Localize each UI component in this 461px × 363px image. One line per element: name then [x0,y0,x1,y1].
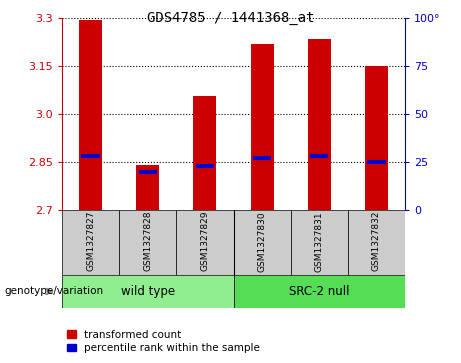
Text: GDS4785 / 1441368_at: GDS4785 / 1441368_at [147,11,314,25]
FancyBboxPatch shape [234,275,405,308]
Bar [308,39,331,210]
Bar [136,165,159,210]
Text: GSM1327831: GSM1327831 [315,211,324,272]
Text: GSM1327832: GSM1327832 [372,211,381,272]
FancyBboxPatch shape [348,210,405,275]
FancyBboxPatch shape [119,210,177,275]
Text: genotype/variation: genotype/variation [5,286,104,297]
Text: GSM1327828: GSM1327828 [143,211,152,272]
FancyBboxPatch shape [62,275,234,308]
Text: GSM1327830: GSM1327830 [258,211,266,272]
Text: GSM1327827: GSM1327827 [86,211,95,272]
Text: GSM1327829: GSM1327829 [201,211,209,272]
FancyBboxPatch shape [62,210,119,275]
Bar [194,97,216,210]
Bar [251,44,273,210]
Bar [365,66,388,210]
FancyBboxPatch shape [177,210,234,275]
Legend: transformed count, percentile rank within the sample: transformed count, percentile rank withi… [67,330,260,353]
Bar [79,20,102,210]
Text: SRC-2 null: SRC-2 null [289,285,349,298]
FancyBboxPatch shape [234,210,291,275]
Text: wild type: wild type [121,285,175,298]
FancyBboxPatch shape [291,210,348,275]
